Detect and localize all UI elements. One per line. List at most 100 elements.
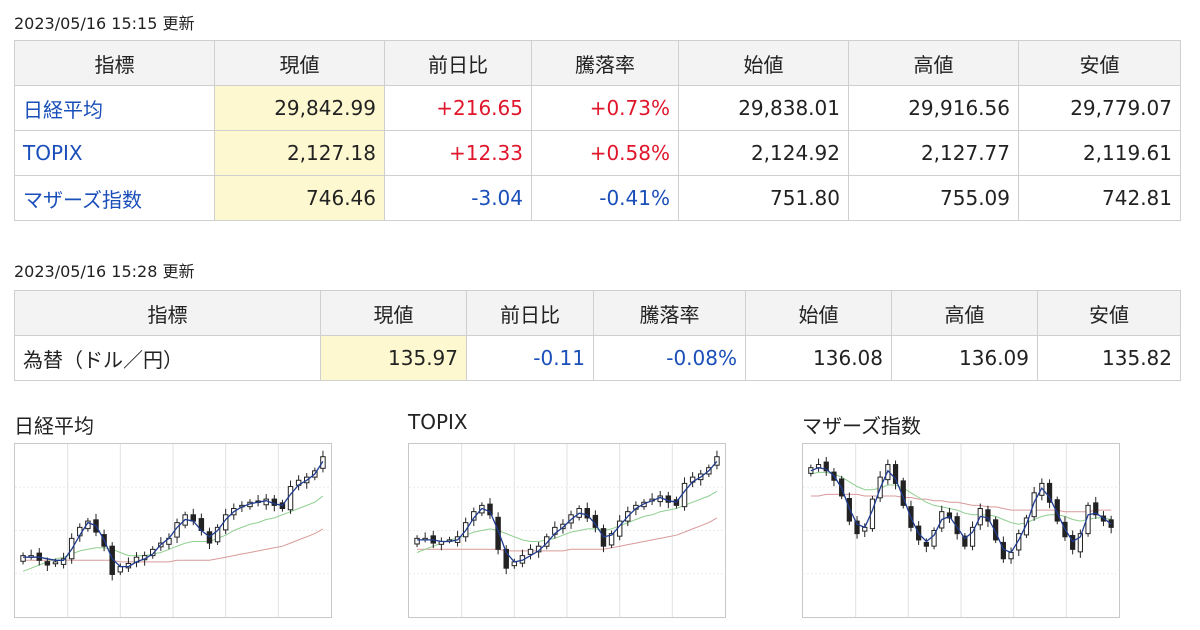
candle-body [854, 520, 860, 535]
candle-body [969, 526, 976, 547]
current-value: 746.46 [214, 175, 385, 221]
table-row: 為替（ドル／円） 135.97 -0.11 -0.08% 136.08 136.… [14, 335, 1181, 381]
nikkei-chart[interactable] [14, 443, 332, 618]
chart-title-nikkei: 日経平均 [14, 414, 94, 438]
table-row: 日経平均 29,842.99 +216.65 +0.73% 29,838.01 … [14, 85, 1181, 131]
candle-body [823, 461, 829, 472]
change-value: -0.11 [466, 335, 594, 381]
open-value: 2,124.92 [678, 130, 849, 176]
header-rate: 騰落率 [593, 290, 746, 336]
candle-body [214, 526, 221, 543]
open-value: 751.80 [678, 175, 849, 221]
candle-body [60, 558, 67, 565]
stock-index-table: 指標 現値 前日比 騰落率 始値 高値 安値 日経平均 29,842.99 +2… [14, 40, 1181, 221]
ma-short-line [810, 467, 1112, 554]
candle-body [993, 519, 999, 541]
candle-body [931, 530, 937, 547]
rate-value: +0.73% [531, 85, 679, 131]
header-current: 現値 [320, 290, 467, 336]
high-value: 2,127.77 [848, 130, 1019, 176]
candle-body [271, 498, 278, 506]
candle-body [560, 523, 566, 530]
candle-body [287, 486, 294, 511]
candle-body [1093, 502, 1099, 516]
candle-body [414, 537, 420, 545]
high-value: 29,916.56 [848, 85, 1019, 131]
header-open: 始値 [678, 40, 849, 86]
ma-short-line [23, 461, 324, 568]
topix-chart-svg [409, 444, 725, 617]
candle-body [150, 548, 156, 557]
rate-value: -0.41% [531, 175, 679, 221]
ma-long-line [23, 528, 324, 563]
table-row: マザーズ指数 746.46 -3.04 -0.41% 751.80 755.09… [14, 175, 1181, 221]
change-value: +216.65 [384, 85, 532, 131]
candle-body [714, 456, 720, 466]
candle-body [1023, 517, 1030, 536]
candle-body [985, 509, 991, 522]
low-value: 742.81 [1018, 175, 1181, 221]
candle-body [1070, 535, 1076, 550]
candle-body [85, 520, 91, 530]
candle-body [923, 541, 929, 547]
table-header-row: 指標 現値 前日比 騰落率 始値 高値 安値 [14, 290, 1181, 336]
fx-name: 為替（ドル／円） [14, 335, 321, 381]
chart-title-topix: TOPIX [408, 410, 468, 434]
candle-body [20, 555, 26, 562]
rate-value: +0.58% [531, 130, 679, 176]
topix-link[interactable]: TOPIX [23, 141, 83, 165]
low-value: 2,119.61 [1018, 130, 1181, 176]
table-header-row: 指標 現値 前日比 騰落率 始値 高値 安値 [14, 40, 1181, 86]
open-value: 29,838.01 [678, 85, 849, 131]
header-current: 現値 [214, 40, 385, 86]
change-value: +12.33 [384, 130, 532, 176]
candle-body [584, 508, 590, 519]
candle-body [52, 561, 59, 565]
header-rate: 騰落率 [531, 40, 679, 86]
chart-title-mothers: マザーズ指数 [802, 414, 921, 438]
candle-body [44, 561, 51, 566]
table-row: TOPIX 2,127.18 +12.33 +0.58% 2,124.92 2,… [14, 130, 1181, 176]
candle-body [487, 503, 493, 516]
ma-long-line [810, 493, 1112, 513]
candle-body [1031, 492, 1037, 518]
topix-chart[interactable] [408, 443, 726, 618]
ma-short-line [417, 460, 718, 563]
candle-body [962, 535, 968, 547]
current-value: 2,127.18 [214, 130, 385, 176]
nikkei-chart-svg [15, 444, 331, 617]
low-value: 29,779.07 [1018, 85, 1181, 131]
candle-body [503, 548, 509, 569]
candle-body [665, 495, 672, 503]
candle-body [1054, 499, 1060, 522]
high-value: 136.09 [891, 335, 1038, 381]
ma-long-line [417, 517, 718, 552]
header-change: 前日比 [384, 40, 532, 86]
candle-body [117, 566, 124, 573]
high-value: 755.09 [848, 175, 1019, 221]
header-change: 前日比 [466, 290, 594, 336]
header-low: 安値 [1037, 290, 1181, 336]
candle-body [495, 516, 501, 550]
fx-update-timestamp: 2023/05/16 15:28 更新 [14, 262, 195, 281]
header-low: 安値 [1018, 40, 1181, 86]
mothers-chart-svg [803, 444, 1119, 617]
current-value: 135.97 [320, 335, 467, 381]
open-value: 136.08 [745, 335, 892, 381]
stock-update-timestamp: 2023/05/16 15:15 更新 [14, 14, 195, 33]
header-index: 指標 [14, 40, 215, 86]
low-value: 135.82 [1037, 335, 1181, 381]
mothers-link[interactable]: マザーズ指数 [23, 187, 142, 212]
candle-body [544, 536, 550, 547]
candle-body [681, 482, 688, 508]
header-high: 高値 [848, 40, 1019, 86]
candle-body [1008, 551, 1014, 560]
nikkei-link[interactable]: 日経平均 [23, 97, 103, 122]
candle-body [1016, 533, 1022, 551]
ma-mid-line [810, 471, 1112, 525]
candle-body [527, 548, 534, 555]
mothers-chart[interactable] [802, 443, 1120, 618]
header-open: 始値 [745, 290, 892, 336]
candle-body [946, 512, 953, 519]
header-index: 指標 [14, 290, 321, 336]
